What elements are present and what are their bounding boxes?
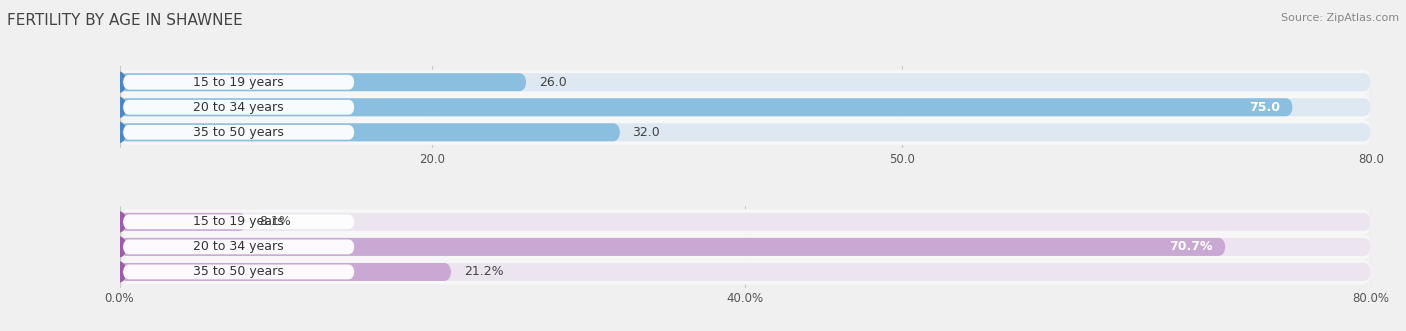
FancyBboxPatch shape	[120, 123, 620, 141]
Text: 8.1%: 8.1%	[259, 215, 291, 228]
FancyBboxPatch shape	[120, 70, 1371, 95]
Text: 32.0: 32.0	[633, 126, 661, 139]
FancyBboxPatch shape	[120, 95, 1371, 120]
FancyBboxPatch shape	[122, 214, 354, 229]
FancyBboxPatch shape	[122, 125, 354, 140]
FancyBboxPatch shape	[120, 234, 1371, 260]
FancyBboxPatch shape	[122, 100, 354, 115]
Circle shape	[114, 237, 125, 257]
Text: 20 to 34 years: 20 to 34 years	[194, 240, 284, 254]
Circle shape	[114, 212, 125, 232]
Text: 70.7%: 70.7%	[1170, 240, 1213, 254]
FancyBboxPatch shape	[120, 73, 526, 91]
FancyBboxPatch shape	[120, 209, 1371, 234]
FancyBboxPatch shape	[122, 264, 354, 279]
FancyBboxPatch shape	[120, 238, 1371, 256]
FancyBboxPatch shape	[120, 213, 1371, 231]
Text: 35 to 50 years: 35 to 50 years	[193, 265, 284, 278]
Circle shape	[114, 262, 125, 282]
Text: 21.2%: 21.2%	[464, 265, 503, 278]
Text: FERTILITY BY AGE IN SHAWNEE: FERTILITY BY AGE IN SHAWNEE	[7, 13, 243, 28]
Circle shape	[114, 122, 125, 142]
FancyBboxPatch shape	[120, 263, 451, 281]
FancyBboxPatch shape	[122, 240, 354, 254]
Text: 15 to 19 years: 15 to 19 years	[194, 215, 284, 228]
FancyBboxPatch shape	[120, 213, 246, 231]
Text: Source: ZipAtlas.com: Source: ZipAtlas.com	[1281, 13, 1399, 23]
FancyBboxPatch shape	[120, 238, 1226, 256]
Text: 26.0: 26.0	[538, 76, 567, 89]
Text: 75.0: 75.0	[1249, 101, 1279, 114]
Text: 20 to 34 years: 20 to 34 years	[194, 101, 284, 114]
FancyBboxPatch shape	[120, 73, 1371, 91]
FancyBboxPatch shape	[120, 98, 1371, 116]
Circle shape	[114, 97, 125, 117]
FancyBboxPatch shape	[120, 263, 1371, 281]
FancyBboxPatch shape	[120, 98, 1292, 116]
FancyBboxPatch shape	[120, 123, 1371, 141]
Circle shape	[114, 72, 125, 92]
FancyBboxPatch shape	[120, 120, 1371, 145]
FancyBboxPatch shape	[122, 75, 354, 90]
FancyBboxPatch shape	[120, 260, 1371, 284]
Text: 35 to 50 years: 35 to 50 years	[193, 126, 284, 139]
Text: 15 to 19 years: 15 to 19 years	[194, 76, 284, 89]
